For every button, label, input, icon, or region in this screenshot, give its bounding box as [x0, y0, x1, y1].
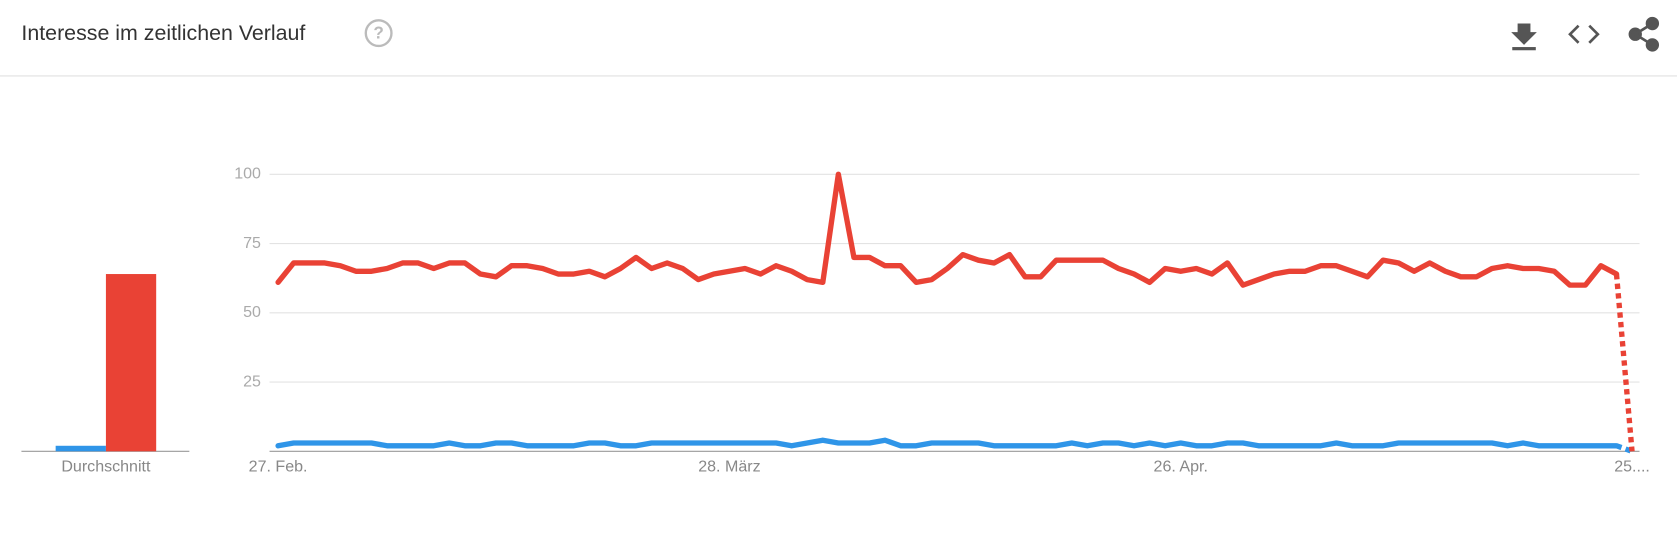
x-tick-label: 25....	[1614, 458, 1650, 476]
average-bar	[55, 445, 106, 452]
x-tick-label: 28. März	[698, 458, 760, 476]
y-tick-label: 75	[243, 234, 261, 252]
embed-icon[interactable]	[1568, 24, 1600, 44]
average-label: Durchschnitt	[61, 458, 151, 476]
x-tick-label: 27. Feb.	[249, 458, 308, 476]
y-tick-label: 25	[243, 372, 261, 390]
average-bar	[105, 274, 157, 452]
series-line	[275, 171, 1620, 288]
series-line	[275, 437, 1620, 449]
download-icon[interactable]	[1511, 23, 1537, 51]
widget-title: Interesse im zeitlichen Verlauf	[21, 21, 305, 45]
partial-line	[1613, 273, 1635, 452]
y-tick-label: 100	[234, 165, 261, 183]
x-tick-label: 26. Apr.	[1154, 458, 1208, 476]
y-tick-label: 50	[243, 303, 261, 321]
svg-text:?: ?	[373, 24, 383, 43]
help-icon[interactable]: ?	[364, 19, 393, 48]
share-icon[interactable]	[1628, 16, 1660, 52]
